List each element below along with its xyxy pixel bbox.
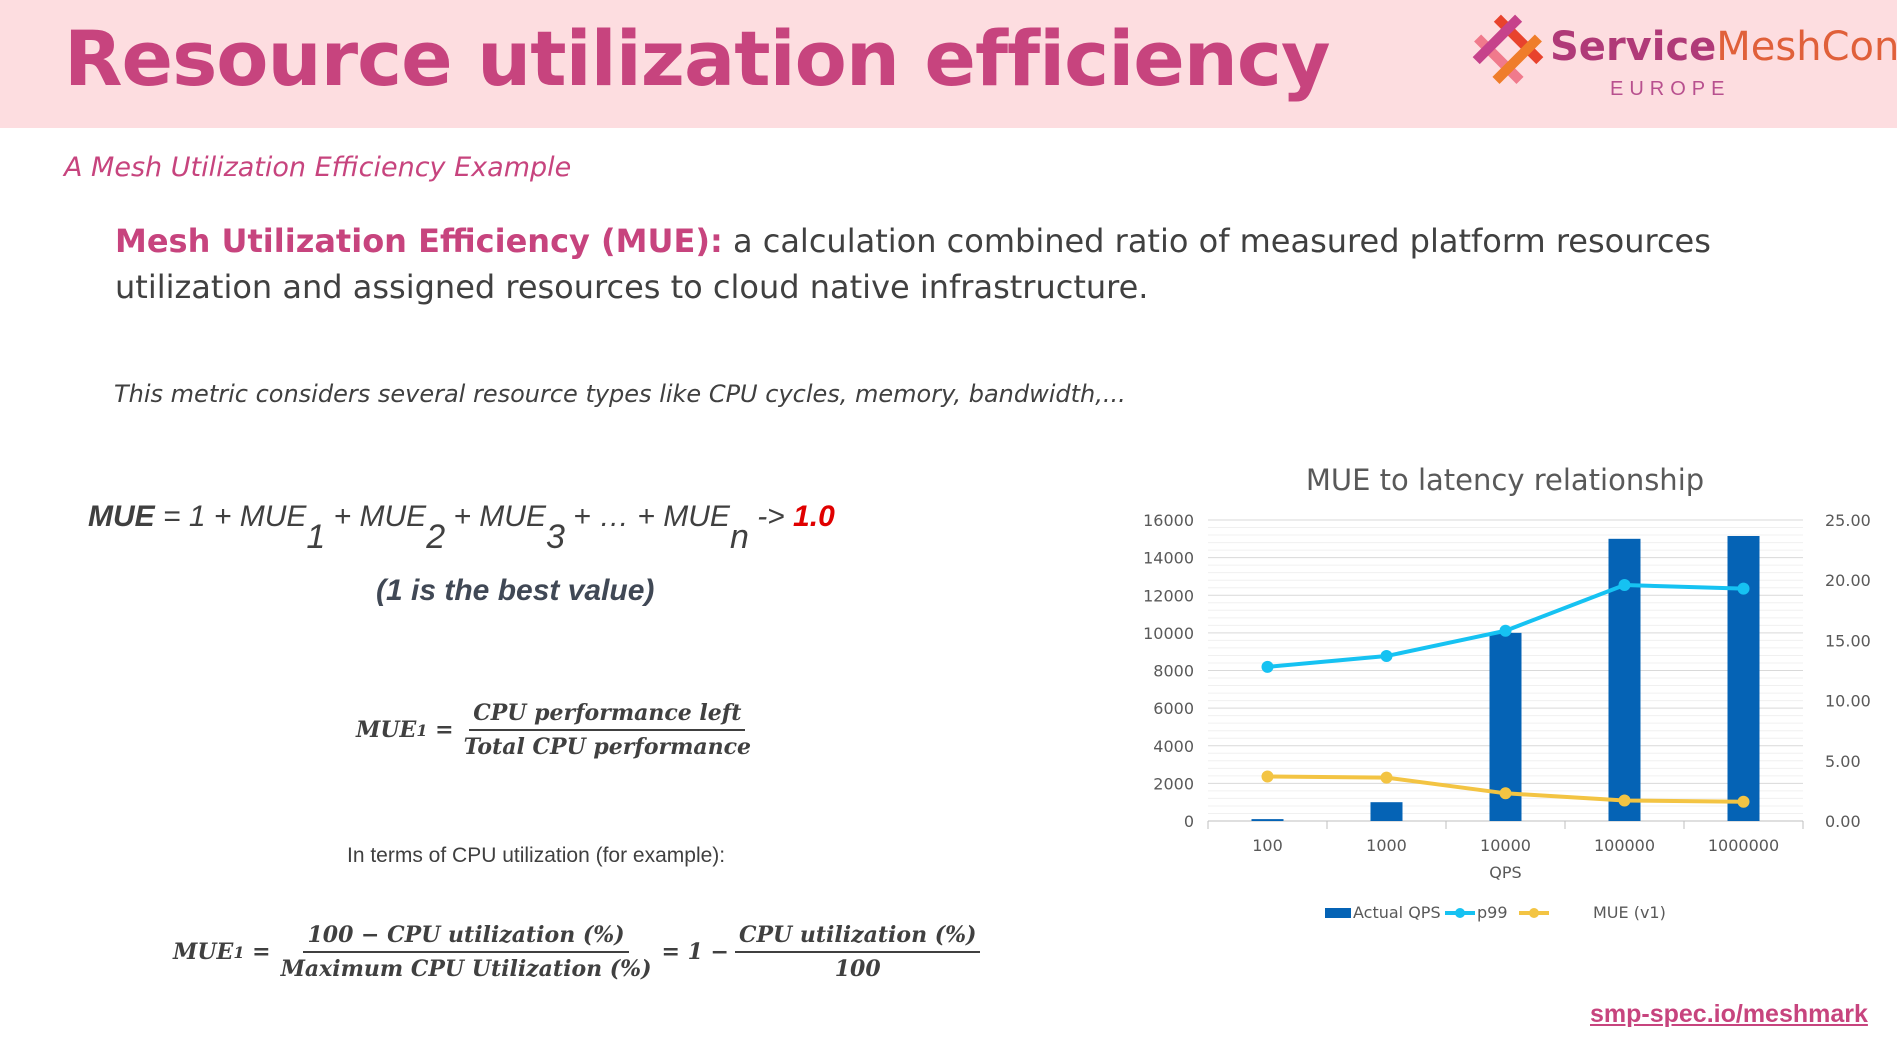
y-left-tick: 4000: [1153, 737, 1194, 756]
y-right-tick: 20.00: [1825, 571, 1871, 590]
subtitle: A Mesh Utilization Efficiency Example: [64, 152, 572, 183]
header: Resource utilization efficiency ServiceM…: [0, 0, 1897, 128]
legend-marker: [1455, 908, 1465, 918]
f2-num2: CPU utilization (%): [735, 922, 981, 953]
f1-eq: =: [435, 717, 454, 743]
x-tick-label: 1000000: [1708, 836, 1779, 855]
eq-arrow: ->: [748, 500, 794, 533]
legend-marker: [1529, 908, 1539, 918]
definition-text: a calculation combined ratio of measured…: [115, 222, 1711, 306]
x-tick-label: 100: [1252, 836, 1283, 855]
eq-lhs: MUE: [88, 500, 155, 533]
f1-num: CPU performance left: [469, 700, 746, 731]
f2-sub: 1: [233, 942, 245, 962]
y-left-tick: 8000: [1153, 662, 1194, 681]
x-tick-label: 10000: [1480, 836, 1531, 855]
y-right-tick: 25.00: [1825, 511, 1871, 530]
page-title: Resource utilization efficiency: [64, 14, 1330, 103]
data-point: [1380, 650, 1393, 663]
f2-num: 100 − CPU utilization (%): [303, 922, 629, 953]
eq-target: 1.0: [793, 500, 835, 533]
x-tick-label: 100000: [1594, 836, 1655, 855]
bar: [1251, 819, 1284, 821]
x-axis-label: QPS: [1489, 863, 1521, 882]
y-left-tick: 6000: [1153, 699, 1194, 718]
data-point: [1380, 771, 1393, 784]
data-point: [1737, 582, 1750, 595]
data-point: [1499, 624, 1512, 637]
terms-label: In terms of CPU utilization (for example…: [347, 844, 726, 867]
f1-sub: 1: [416, 720, 428, 740]
bar: [1370, 802, 1403, 821]
data-point: [1618, 579, 1631, 592]
data-point: [1737, 795, 1750, 808]
y-left-tick: 0: [1184, 812, 1194, 831]
data-point: [1261, 660, 1274, 673]
f2-fraction-2: CPU utilization (%) 100: [735, 922, 981, 982]
definition-term: Mesh Utilization Efficiency (MUE):: [115, 222, 723, 260]
eq-sub: 1: [306, 518, 326, 556]
f2-eq: =: [252, 939, 271, 965]
logo-mark-icon: [1472, 14, 1544, 84]
f2-fraction: 100 − CPU utilization (%) Maximum CPU Uti…: [277, 922, 656, 982]
data-point: [1499, 787, 1512, 800]
chart-title: MUE to latency relationship: [1306, 463, 1704, 497]
definition: Mesh Utilization Efficiency (MUE): a cal…: [115, 218, 1735, 310]
legend-label: Actual QPS: [1353, 903, 1441, 922]
y-right-tick: 0.00: [1825, 812, 1861, 831]
servicemeshcon-logo: ServiceMeshCon EUROPE: [1468, 10, 1897, 110]
f2-den2: 100: [834, 956, 881, 982]
y-left-tick: 16000: [1143, 511, 1194, 530]
logo-name-bold: Service: [1550, 24, 1717, 70]
legend-label: p99: [1477, 903, 1508, 922]
y-left-tick: 12000: [1143, 586, 1194, 605]
formula-1: MUE 1 = CPU performance left Total CPU per…: [356, 700, 761, 760]
data-point: [1618, 794, 1631, 807]
f2-eq2: = 1 −: [661, 939, 730, 965]
x-tick-label: 1000: [1366, 836, 1407, 855]
eq-part: + MUE: [445, 500, 546, 533]
meshmark-link[interactable]: smp-spec.io/meshmark: [1590, 1000, 1868, 1028]
y-left-tick: 10000: [1143, 624, 1194, 643]
best-value-note: (1 is the best value): [376, 574, 655, 607]
data-point: [1261, 770, 1274, 783]
f1-fraction: CPU performance left Total CPU performanc…: [460, 700, 755, 760]
eq-sub: 3: [545, 518, 565, 556]
logo-name-light: MeshCon: [1716, 24, 1897, 70]
f1-lhs: MUE: [356, 717, 417, 743]
f2-den: Maximum CPU Utilization (%): [280, 956, 652, 982]
f1-den: Total CPU performance: [463, 734, 752, 760]
eq-part: = 1 + MUE: [154, 500, 307, 533]
eq-sub: n: [729, 518, 749, 556]
f2-lhs: MUE: [173, 939, 234, 965]
eq-part: + MUE: [325, 500, 427, 533]
mue-equation: MUE = 1 + MUE1 + MUE2 + MUE3 + … + MUEn …: [88, 500, 835, 557]
legend-label: MUE (v1): [1593, 903, 1666, 922]
bar: [1727, 535, 1760, 821]
y-left-tick: 14000: [1143, 549, 1194, 568]
mue-latency-chart: MUE to latency relationship 0 2000 4000 600…: [1143, 463, 1871, 922]
legend-swatch: [1325, 908, 1351, 918]
y-left-tick: 2000: [1153, 774, 1194, 793]
y-right-tick: 10.00: [1825, 692, 1871, 711]
y-right-tick: 15.00: [1825, 631, 1871, 650]
eq-part: + … + MUE: [564, 500, 730, 533]
note: This metric considers several resource t…: [114, 380, 1126, 408]
formula-2: MUE 1 = 100 − CPU utilization (%) Maximum …: [173, 922, 986, 982]
eq-sub: 2: [426, 518, 446, 556]
y-right-tick: 5.00: [1825, 752, 1861, 771]
logo-region: EUROPE: [1610, 78, 1731, 100]
